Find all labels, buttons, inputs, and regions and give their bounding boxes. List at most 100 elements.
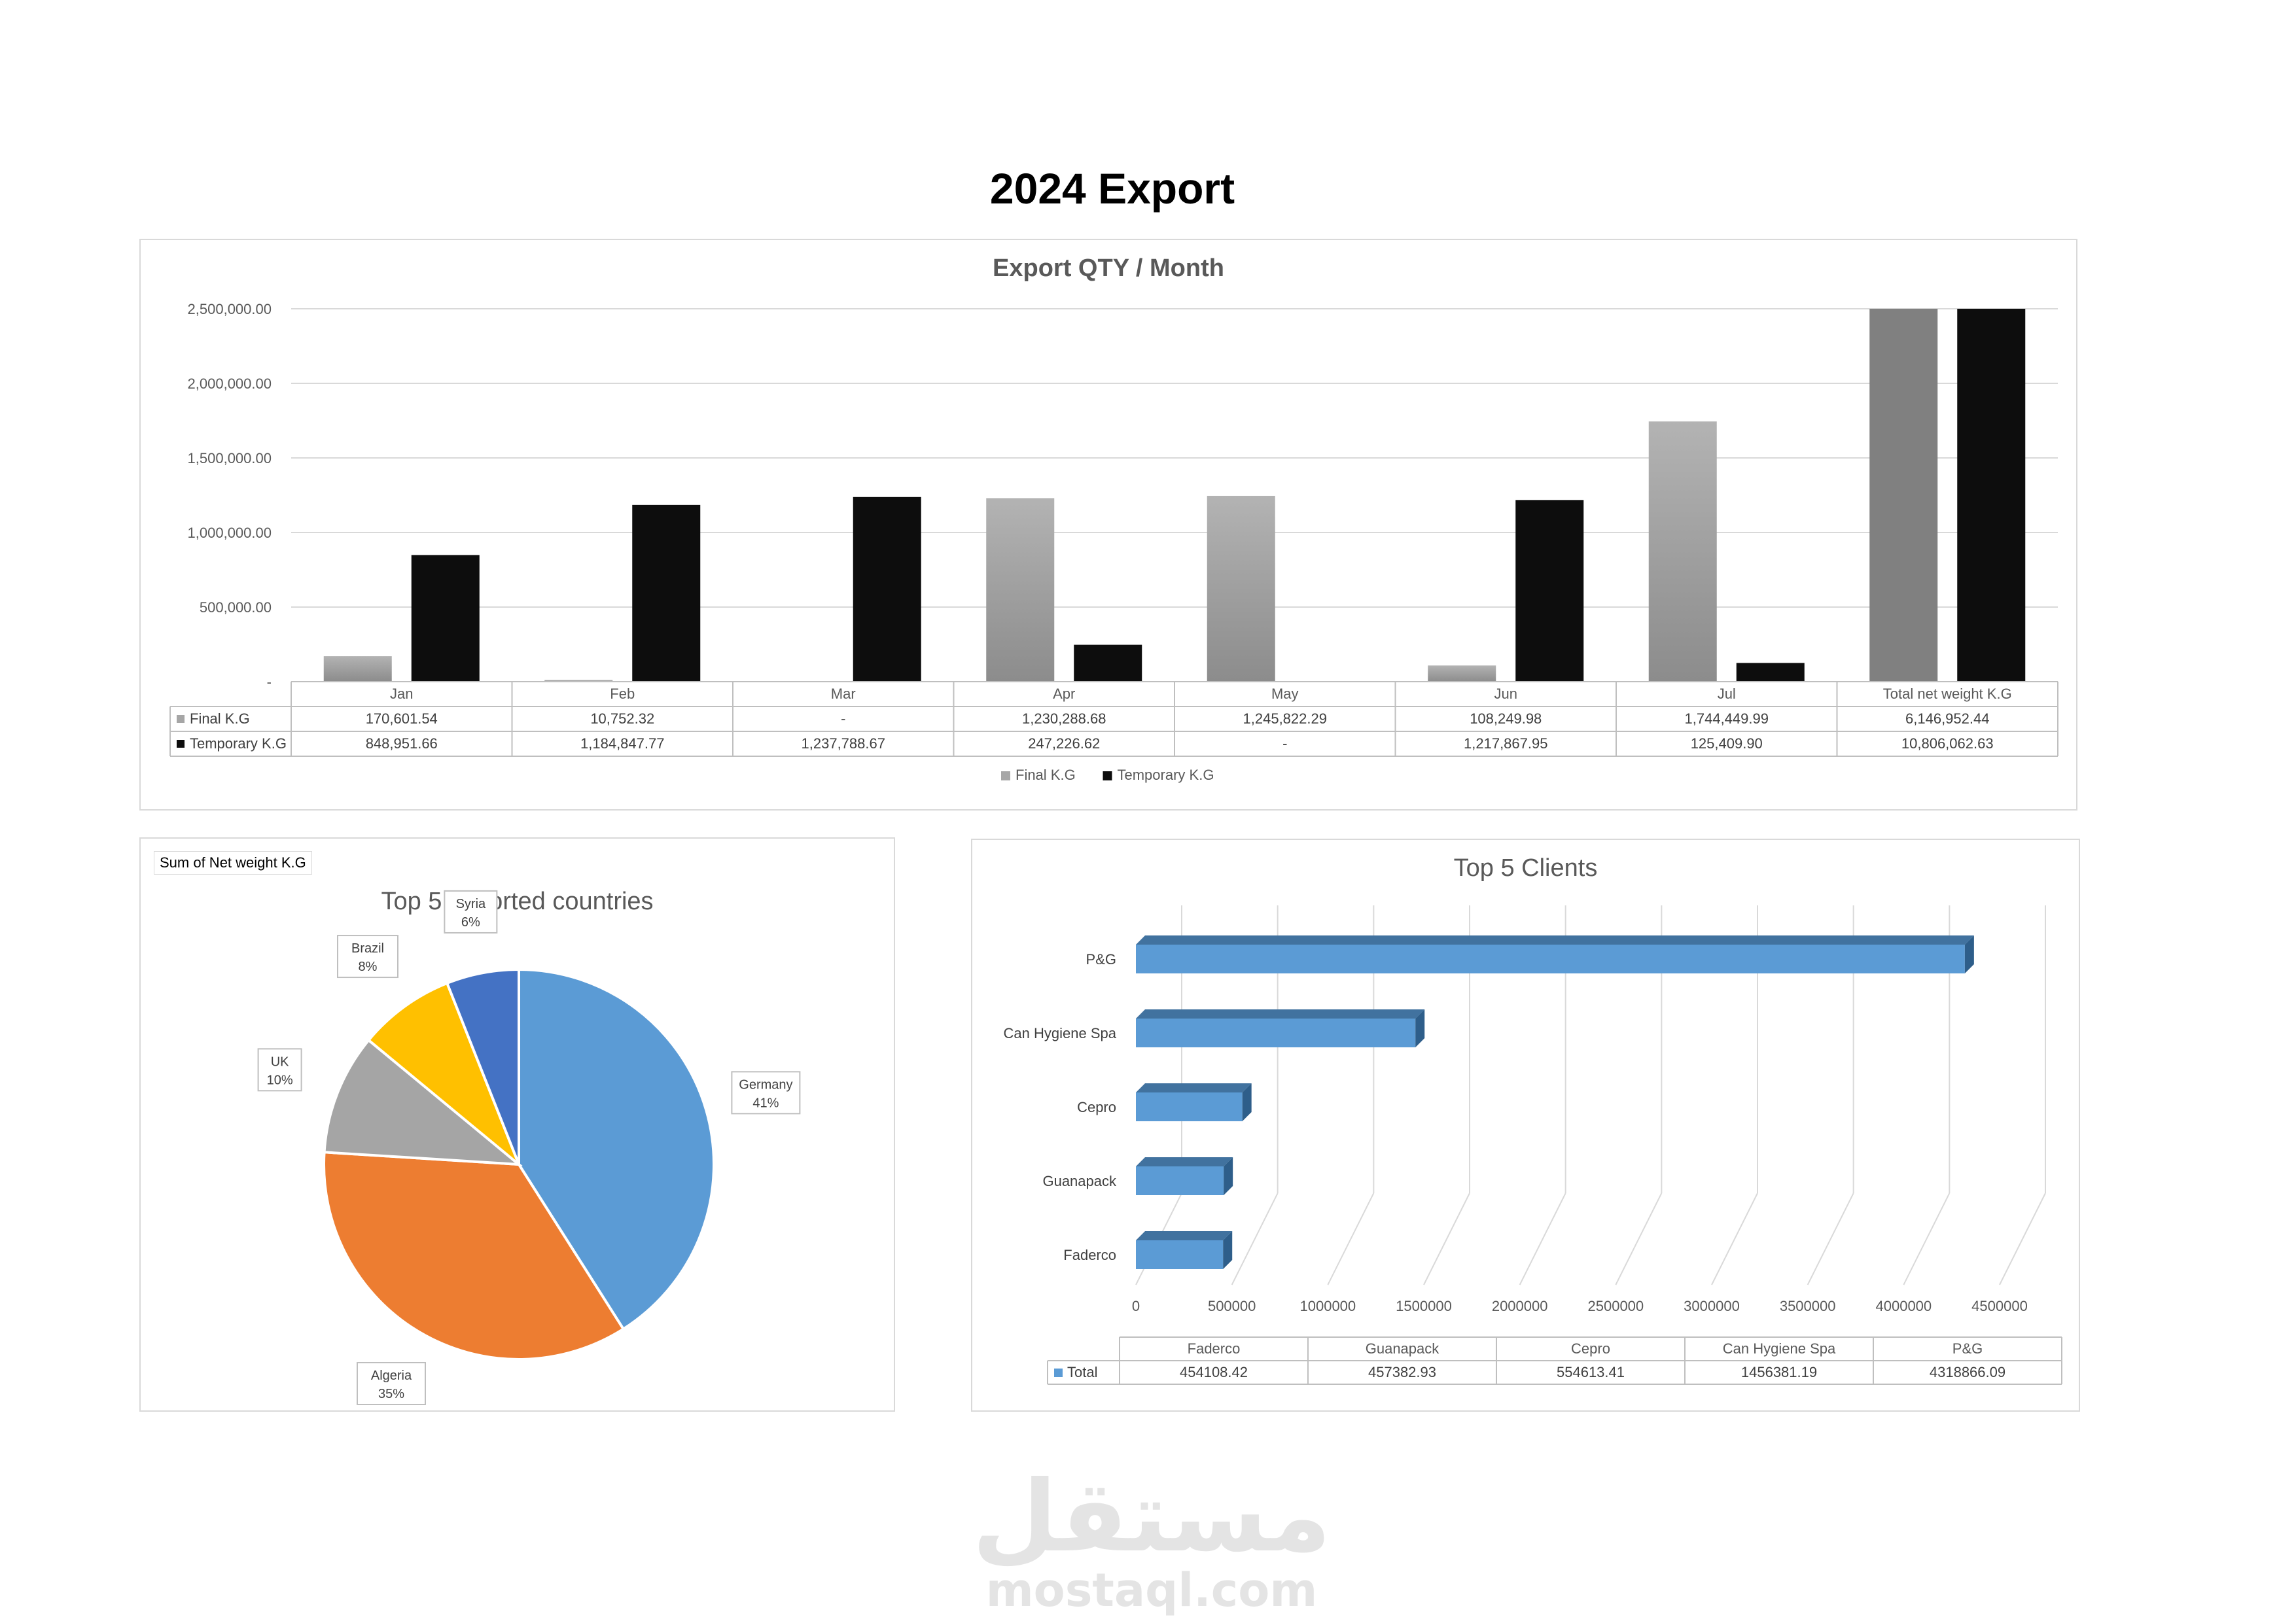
- table-cell: -: [841, 710, 845, 727]
- table-cell: 454108.42: [1180, 1364, 1248, 1380]
- x-tick-label: 2000000: [1492, 1298, 1548, 1314]
- bar-final-kg: [1207, 495, 1275, 682]
- bar-side: [1964, 935, 1974, 973]
- bar-final-kg: [986, 498, 1055, 682]
- x-category-label: Feb: [610, 686, 635, 702]
- bar-side: [1223, 1231, 1233, 1269]
- table-cell: 1456381.19: [1741, 1364, 1817, 1380]
- table-cell: 170,601.54: [366, 710, 438, 727]
- table-cell: 1,217,867.95: [1464, 735, 1547, 752]
- pie-label-syria: Syria 6%: [444, 890, 498, 934]
- bar-front: [1136, 1166, 1224, 1195]
- bar-final-kg: [323, 656, 392, 682]
- export-month-chart-panel[interactable]: Export QTY / Month - 500,000.00 1,000,000.…: [139, 239, 2077, 811]
- x-category-label: Jan: [390, 686, 413, 702]
- pie-label-name: Syria: [456, 897, 486, 911]
- pie-label-germany: Germany 41%: [731, 1071, 801, 1115]
- table-header: Faderco: [1188, 1340, 1241, 1357]
- table-cell: 1,230,288.68: [1022, 710, 1106, 727]
- y-category-label: Guanapack: [1042, 1173, 1117, 1189]
- x-tick-label: 4500000: [1971, 1298, 2028, 1314]
- pie-label-value: 8%: [359, 960, 378, 974]
- x-category-label: Total net weight K.G: [1883, 686, 2012, 702]
- gridline: [1231, 1193, 1279, 1285]
- table-series-label: Final K.G: [190, 710, 250, 727]
- watermark-logo: مستقل mostaql.com: [972, 1460, 1332, 1617]
- pie-label-value: 6%: [461, 915, 480, 930]
- x-tick-label: 3000000: [1684, 1298, 1740, 1314]
- bar-side: [1242, 1083, 1252, 1121]
- table-header: Guanapack: [1366, 1340, 1440, 1357]
- table-cell: 457382.93: [1368, 1364, 1436, 1380]
- watermark-arabic: مستقل: [972, 1460, 1332, 1574]
- y-tick-label: 500,000.00: [200, 599, 272, 616]
- table-cell: 4318866.09: [1930, 1364, 2005, 1380]
- bar-front: [1136, 945, 1965, 973]
- x-tick-label: 4000000: [1876, 1298, 1932, 1314]
- top-countries-chart-panel[interactable]: Sum of Net weight K.G Top 5 imported cou…: [139, 837, 895, 1412]
- table-cell: 10,806,062.63: [1901, 735, 1994, 752]
- pie-label-name: Algeria: [371, 1369, 412, 1383]
- y-tick-label: 2,500,000.00: [188, 301, 272, 317]
- gridline: [1711, 1193, 1758, 1285]
- pie-slice-algeria: [323, 1151, 626, 1361]
- x-tick-label: 2500000: [1588, 1298, 1644, 1314]
- top-countries-pie: Germany 41% Algeria 35% UK 10% Brazil 8% Syria 6%: [257, 890, 801, 1405]
- gridline: [1519, 1193, 1566, 1285]
- chart-title: Top 5 Clients: [1453, 854, 1598, 882]
- y-tick-label: 2,000,000.00: [188, 375, 272, 392]
- x-tick-label: 0: [1132, 1298, 1140, 1314]
- legend-key: [1001, 771, 1010, 780]
- pie-label-box: [444, 890, 498, 934]
- y-tick-label: 1,500,000.00: [188, 450, 272, 466]
- pivot-field-button[interactable]: Sum of Net weight K.G: [154, 851, 312, 875]
- bar-front: [1136, 1240, 1224, 1269]
- pie-label-uk: UK 10%: [257, 1048, 302, 1092]
- pie-label-name: Brazil: [351, 941, 384, 956]
- bar-guanapack: [1136, 1157, 1233, 1195]
- bar-front: [1136, 1019, 1416, 1047]
- pie-label-box: [731, 1071, 801, 1115]
- bar-temporary-kg: [1074, 644, 1142, 682]
- x-category-label: May: [1271, 686, 1299, 702]
- bar-temporary-kg: [411, 555, 480, 682]
- bar-final-kg: [544, 680, 613, 682]
- x-tick-label: 1500000: [1396, 1298, 1452, 1314]
- table-cell: 108,249.98: [1470, 710, 1542, 727]
- gridline: [1903, 1193, 1951, 1285]
- page-title: 2024 Export: [989, 164, 1235, 213]
- pie-label-name: Germany: [739, 1077, 792, 1092]
- bar-front: [1136, 1092, 1243, 1121]
- table-series-label: Temporary K.G: [190, 735, 287, 752]
- pie-slice-syria: [445, 968, 520, 1165]
- legend-label: Final K.G: [1016, 767, 1076, 783]
- table-header: Can Hygiene Spa: [1723, 1340, 1836, 1357]
- bar-side: [1415, 1009, 1425, 1047]
- table-cell: 10,752.32: [590, 710, 654, 727]
- export-month-chart: - 500,000.00 1,000,000.00 1,500,000.00 2,000…: [169, 301, 2058, 783]
- pie-label-box: [357, 1362, 426, 1405]
- top-clients-chart-panel[interactable]: Top 5 Clients 0 500000 1000000 1500000 20000…: [971, 839, 2080, 1412]
- x-tick-label: 500000: [1208, 1298, 1256, 1314]
- pie-label-box: [257, 1048, 302, 1092]
- gridline: [1999, 1193, 2046, 1285]
- table-cell: 1,245,822.29: [1243, 710, 1327, 727]
- table-legend-key: [177, 740, 185, 748]
- bar-temporary-kg: [1957, 309, 2026, 682]
- legend-label: Temporary K.G: [1118, 767, 1214, 783]
- table-cell: 1,237,788.67: [802, 735, 885, 752]
- bar-temporary-kg: [1736, 663, 1805, 682]
- bar-can-hygiene-spa: [1136, 1009, 1425, 1047]
- bar-top: [1136, 1083, 1252, 1092]
- bar-p-g: [1136, 935, 1974, 973]
- table-cell: 848,951.66: [366, 735, 438, 752]
- top-clients-chart: 0 500000 1000000 1500000 2000000 2500000 30000…: [1004, 905, 2062, 1385]
- bar-temporary-kg: [632, 504, 701, 682]
- bar-top: [1136, 1009, 1425, 1019]
- table-cell: 6,146,952.44: [1905, 710, 1989, 727]
- gridline: [1423, 1193, 1470, 1285]
- table-cell: 1,184,847.77: [580, 735, 664, 752]
- y-category-label: Cepro: [1077, 1099, 1116, 1115]
- gridline: [1615, 1193, 1663, 1285]
- pie-label-box: [337, 935, 399, 979]
